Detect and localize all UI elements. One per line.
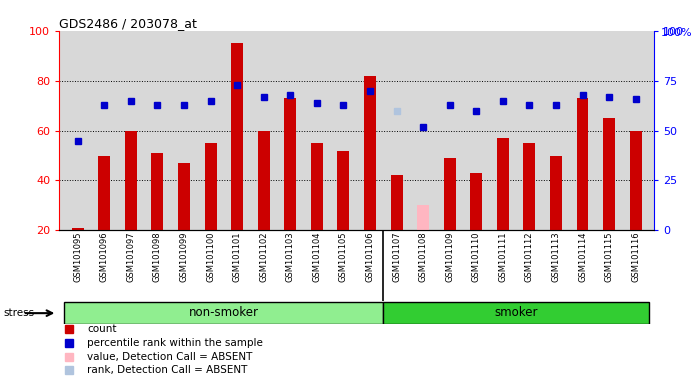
Text: GSM101107: GSM101107 [392, 232, 401, 283]
Text: GSM101111: GSM101111 [498, 232, 507, 282]
Text: GSM101110: GSM101110 [472, 232, 481, 282]
Bar [630, 131, 642, 230]
Text: GSM101116: GSM101116 [631, 232, 640, 283]
Text: non-smoker: non-smoker [189, 306, 259, 319]
Bar [523, 143, 535, 230]
Bar [383, 302, 649, 324]
Text: GSM101108: GSM101108 [418, 232, 427, 283]
Bar [258, 131, 269, 230]
Text: GSM101109: GSM101109 [445, 232, 454, 282]
Bar [364, 76, 376, 230]
Bar [125, 131, 137, 230]
Text: GSM101100: GSM101100 [206, 232, 215, 282]
Bar [470, 173, 482, 230]
Text: GSM101105: GSM101105 [339, 232, 348, 282]
Bar [152, 153, 164, 230]
Bar [205, 143, 216, 230]
Text: 100%: 100% [661, 28, 693, 38]
Text: smoker: smoker [494, 306, 538, 319]
Text: GSM101114: GSM101114 [578, 232, 587, 282]
Bar [444, 158, 456, 230]
Text: value, Detection Call = ABSENT: value, Detection Call = ABSENT [88, 352, 253, 362]
Text: GSM101096: GSM101096 [100, 232, 109, 283]
Text: GSM101106: GSM101106 [365, 232, 374, 283]
Bar [417, 205, 429, 230]
Text: GSM101113: GSM101113 [551, 232, 560, 283]
Text: percentile rank within the sample: percentile rank within the sample [88, 338, 263, 348]
Text: GSM101101: GSM101101 [232, 232, 242, 282]
Bar [576, 98, 589, 230]
Text: GSM101115: GSM101115 [605, 232, 614, 282]
Text: GDS2486 / 203078_at: GDS2486 / 203078_at [59, 17, 197, 30]
Bar [231, 43, 243, 230]
Bar [550, 156, 562, 230]
Text: GSM101102: GSM101102 [259, 232, 268, 282]
Bar [178, 163, 190, 230]
Text: rank, Detection Call = ABSENT: rank, Detection Call = ABSENT [88, 365, 248, 375]
Bar [284, 98, 296, 230]
Text: count: count [88, 324, 117, 334]
Text: stress: stress [3, 308, 35, 318]
Bar [338, 151, 349, 230]
Bar [98, 156, 110, 230]
Text: GSM101112: GSM101112 [525, 232, 534, 282]
Text: GSM101104: GSM101104 [313, 232, 322, 282]
Bar [390, 175, 402, 230]
Text: GSM101099: GSM101099 [180, 232, 189, 282]
Text: GSM101097: GSM101097 [127, 232, 136, 283]
Text: GSM101095: GSM101095 [73, 232, 82, 282]
Text: GSM101103: GSM101103 [286, 232, 295, 283]
Bar [65, 302, 383, 324]
Bar [603, 118, 615, 230]
Bar [497, 138, 509, 230]
Bar [311, 143, 323, 230]
Bar [72, 228, 84, 230]
Text: GSM101098: GSM101098 [153, 232, 162, 283]
